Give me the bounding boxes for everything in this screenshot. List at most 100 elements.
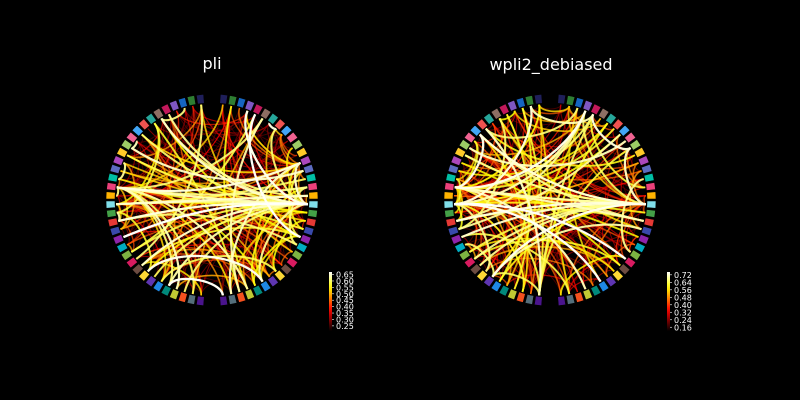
node-wedge: [574, 97, 585, 109]
node-wedge: [252, 103, 264, 116]
node-wedge: [267, 275, 279, 288]
node-ring: [105, 93, 319, 307]
node-wedge: [273, 118, 286, 131]
node-wedge: [597, 280, 610, 293]
connection-line: [272, 220, 306, 273]
colorbar-tick-label: 0.65: [336, 271, 354, 280]
connection-line: [453, 203, 491, 273]
node-wedge: [106, 209, 117, 218]
node-wedge: [515, 291, 526, 303]
colorbar-tick-label: 0.48: [674, 293, 692, 302]
node-wedge: [463, 131, 477, 144]
node-wedge: [252, 284, 264, 297]
node-wedge: [273, 269, 286, 282]
node-wedge: [645, 209, 656, 218]
node-wedge: [244, 99, 255, 112]
colorbar-tick-label: 0.50: [336, 290, 354, 299]
node-wedge: [476, 118, 489, 131]
colorbar-tick-label: 0.25: [336, 322, 354, 331]
panel-title: pli: [202, 54, 221, 73]
node-wedge: [483, 112, 495, 125]
node-wedge: [450, 234, 463, 245]
node-wedge: [637, 234, 650, 245]
node-wedge: [116, 146, 129, 159]
node-wedge: [646, 191, 657, 200]
colorbar: 0.650.600.550.500.450.400.350.300.25: [329, 271, 354, 331]
node-wedge: [443, 191, 454, 200]
connection-line: [456, 201, 646, 223]
connection-line: [116, 186, 181, 290]
colorbar-tick-label: 0.64: [674, 278, 692, 287]
node-wedge: [637, 155, 650, 166]
connection-line: [643, 203, 647, 214]
node-wedge: [236, 97, 247, 109]
connection-line: [126, 104, 202, 159]
node-wedge: [618, 263, 631, 276]
node-wedge: [618, 124, 631, 137]
node-wedge: [582, 99, 593, 112]
connection-line: [479, 133, 646, 206]
connection-line: [248, 113, 301, 239]
connection-line: [485, 127, 636, 167]
node-wedge: [125, 256, 139, 269]
colorbar-tick-label: 0.60: [336, 277, 354, 286]
wpli2-debiased-panel: wpli2_debiased 0.720.640.560.480.400.320…: [443, 55, 692, 332]
node-wedge: [640, 225, 653, 237]
connection-line: [160, 255, 277, 283]
node-wedge: [444, 209, 455, 218]
node-wedge: [285, 256, 299, 269]
connection-line: [115, 186, 120, 197]
node-wedge: [565, 293, 576, 305]
connection-line: [200, 104, 301, 166]
node-wedge: [186, 293, 197, 305]
connection-line: [582, 186, 646, 290]
node-wedge: [557, 93, 567, 105]
pli-panel: pli 0.650.600.550.500.450.400.350.300.25: [105, 54, 354, 331]
connection-line: [130, 113, 257, 253]
connection-line: [484, 127, 542, 296]
node-wedge: [611, 118, 624, 131]
node-wedge: [490, 280, 503, 293]
node-wedge: [105, 191, 116, 200]
node-ring: [443, 93, 657, 307]
connection-line: [454, 202, 627, 260]
connection-line: [458, 133, 621, 231]
node-wedge: [177, 291, 188, 303]
node-wedge: [195, 93, 205, 105]
connection-line: [491, 272, 541, 296]
connection-line: [116, 147, 293, 214]
connection-line: [590, 113, 646, 189]
node-wedge: [308, 200, 319, 209]
node-wedge: [490, 107, 503, 120]
node-wedge: [280, 124, 293, 137]
connection-line: [454, 105, 533, 206]
node-wedge: [633, 241, 646, 254]
node-wedge: [125, 131, 139, 144]
connection-line: [221, 104, 304, 230]
node-wedge: [302, 163, 315, 175]
node-wedge: [116, 241, 129, 254]
node-wedge: [450, 155, 463, 166]
connection-line: [116, 194, 308, 206]
node-wedge: [454, 146, 467, 159]
connection-line: [116, 161, 301, 193]
colorbar-tick-label: 0.32: [674, 308, 692, 317]
node-wedge: [640, 163, 653, 175]
connection-line: [141, 261, 203, 296]
node-wedge: [145, 112, 157, 125]
node-wedge: [169, 99, 180, 112]
connection-line: [576, 107, 636, 158]
connection-line: [160, 117, 308, 206]
node-wedge: [515, 97, 526, 109]
node-wedge: [623, 131, 637, 144]
node-wedge: [463, 256, 477, 269]
colorbar-gradient: [667, 272, 670, 331]
node-wedge: [138, 118, 151, 131]
node-wedge: [483, 275, 495, 288]
node-wedge: [458, 249, 471, 262]
connection-line: [590, 203, 646, 287]
connection-line: [126, 140, 152, 246]
node-wedge: [605, 275, 617, 288]
connection-line: [620, 203, 647, 260]
